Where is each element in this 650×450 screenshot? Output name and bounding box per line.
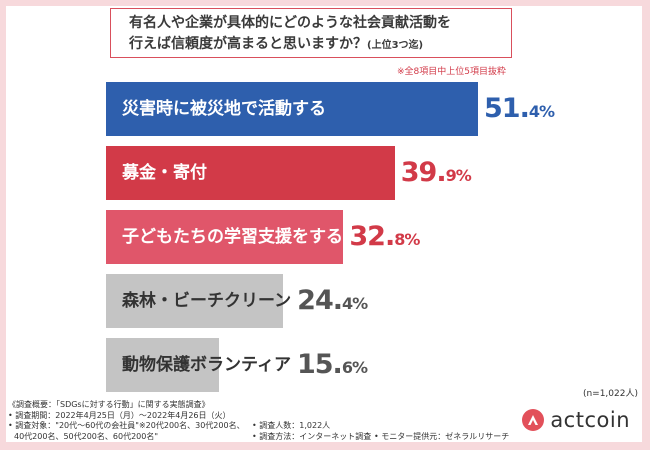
excerpt-note: ※全8項目中上位5項目抜粋: [397, 67, 506, 77]
footer-count: • 調査人数：1,022人: [252, 421, 331, 430]
bar-1: [106, 146, 395, 200]
footer-target-a: • 調査対象："20代～60代の会社員"※20代200名、30代200名、: [8, 421, 245, 430]
actcoin-logo: actcoin: [522, 408, 630, 432]
bar-value-dec-0: 4%: [528, 102, 555, 121]
bar-value-int-4: 15.: [296, 349, 343, 380]
bar-2: [106, 210, 344, 264]
bar-label-4: 動物保護ボランティア: [122, 355, 291, 375]
footer-row-target: • 調査対象："20代～60代の会社員"※20代200名、30代200名、 • …: [8, 421, 538, 432]
footer-heading: 《調査概要：「SDGsに対する行動」に関する実態調査》: [8, 400, 210, 409]
bar-label-1: 募金・寄付: [122, 163, 207, 183]
footer-provider: • モニター提供元：ゼネラルリサーチ: [374, 431, 510, 441]
title-line-2-main: 行えば信頼度が高まると思いますか？: [129, 36, 367, 52]
bar-3: [106, 274, 283, 328]
bar-value-int-3: 24.: [297, 285, 343, 316]
footer-period: • 調査期間：2022年4月25日（月）～2022年4月26日（火）: [8, 410, 231, 420]
bar-value-1: 39.9%: [400, 146, 472, 200]
bar-value-4: 15.6%: [296, 338, 368, 392]
bar-value-0: 51.4%: [484, 82, 555, 136]
footer-target-b: 40代200名、50代200名、60代200名": [14, 431, 159, 441]
actcoin-logo-text: actcoin: [550, 408, 630, 432]
bar-value-dec-4: 6%: [341, 358, 368, 377]
title-line-1: 有名人や企業が具体的にどのような社会貢献活動を: [129, 15, 451, 31]
footer-method: • 調査方法：インターネット調査: [252, 431, 372, 441]
bar-value-2: 32.8%: [349, 210, 420, 264]
title-line-2-sub: (上位3つ迄): [367, 40, 424, 51]
actcoin-logo-icon: [522, 409, 545, 431]
bar-4: [106, 338, 219, 392]
bar-label-0: 災害時に被災地で活動する: [122, 99, 326, 119]
chart-title: 有名人や企業が具体的にどのような社会貢献活動を 行えば信頼度が高まると思いますか…: [110, 8, 512, 58]
bar-value-3: 24.4%: [297, 274, 368, 328]
footer-row-method: 40代200名、50代200名、60代200名" • 調査方法：インターネット調…: [8, 432, 538, 443]
survey-footer: 《調査概要：「SDGsに対する行動」に関する実態調査》 • 調査期間：2022年…: [8, 400, 538, 442]
title-line-2: 行えば信頼度が高まると思いますか？(上位3つ迄): [129, 34, 501, 56]
sample-size: (n=1,022人): [582, 389, 638, 399]
bar-value-dec-1: 9%: [445, 166, 472, 185]
bar-value-dec-3: 4%: [342, 294, 368, 313]
bar-label-3: 森林・ビーチクリーン: [122, 291, 292, 311]
bar-label-2: 子どもたちの学習支援をする: [122, 227, 343, 247]
bar-value-int-1: 39.: [400, 157, 447, 188]
bar-value-int-2: 32.: [349, 221, 395, 252]
bar-value-int-0: 51.: [484, 93, 530, 124]
bar-value-dec-2: 8%: [394, 230, 420, 249]
bar-0: [106, 82, 478, 136]
